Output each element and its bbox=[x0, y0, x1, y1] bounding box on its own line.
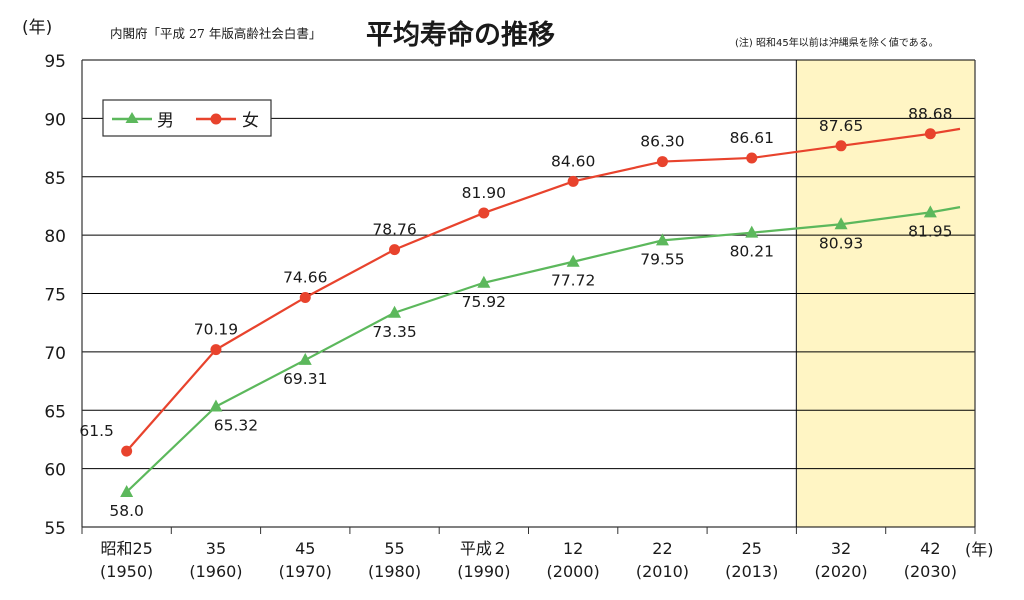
data-label-male: 69.31 bbox=[283, 370, 327, 388]
data-label-male: 80.21 bbox=[730, 243, 774, 261]
x-tick-era-label: 平成２ bbox=[460, 539, 508, 558]
data-label-female: 61.5 bbox=[79, 422, 114, 440]
x-tick-year-label: (1980) bbox=[368, 562, 421, 581]
marker-female bbox=[924, 128, 936, 140]
marker-male bbox=[209, 399, 223, 412]
legend-female-marker bbox=[210, 113, 222, 125]
data-label-female: 88.68 bbox=[908, 105, 952, 123]
marker-male bbox=[834, 217, 848, 230]
x-tick-year-label: (1990) bbox=[457, 562, 510, 581]
y-tick-label: 95 bbox=[44, 52, 66, 72]
legend-male-marker bbox=[125, 112, 139, 123]
data-label-female: 86.30 bbox=[640, 133, 684, 151]
marker-male bbox=[477, 275, 491, 288]
x-tick-year-label: (2013) bbox=[725, 562, 778, 581]
marker-female bbox=[478, 207, 490, 219]
source-citation: 内閣府「平成 27 年版高齢社会白書」 bbox=[110, 26, 321, 41]
x-tick-year-label: (2000) bbox=[547, 562, 600, 581]
marker-male bbox=[388, 305, 402, 318]
y-tick-label: 70 bbox=[44, 344, 66, 364]
data-label-female: 86.61 bbox=[730, 129, 774, 147]
data-label-male: 79.55 bbox=[640, 250, 684, 268]
x-tick-era-label: 42 bbox=[920, 539, 940, 558]
y-tick-label: 75 bbox=[44, 286, 66, 306]
marker-male bbox=[745, 225, 759, 238]
data-label-female: 78.76 bbox=[372, 221, 416, 239]
legend-female-label: 女 bbox=[242, 111, 259, 131]
chart-title: 平均寿命の推移 bbox=[366, 19, 555, 51]
marker-male bbox=[566, 254, 580, 267]
y-tick-label: 85 bbox=[44, 169, 66, 189]
marker-female bbox=[746, 152, 758, 164]
x-tick-year-label: (2010) bbox=[636, 562, 689, 581]
data-label-male: 73.35 bbox=[372, 323, 416, 341]
y-tick-label: 60 bbox=[44, 461, 66, 481]
x-tick-era-label: 12 bbox=[563, 539, 583, 558]
data-label-female: 74.66 bbox=[283, 268, 327, 286]
x-tick-year-label: (1970) bbox=[279, 562, 332, 581]
x-tick-era-label: 昭和25 bbox=[100, 539, 152, 558]
label-layer: 58.0 65.32 69.31 73.35 75.92 77.72 79.55 80.21 8… bbox=[79, 105, 952, 520]
x-tick-year-label: (2020) bbox=[814, 562, 867, 581]
y-tick-label: 90 bbox=[44, 110, 66, 130]
legend: 男 女 bbox=[102, 99, 272, 137]
data-label-male: 58.0 bbox=[109, 502, 144, 520]
x-tick-year-label: (2030) bbox=[904, 562, 957, 581]
marker-female bbox=[567, 175, 579, 187]
data-label-male: 75.92 bbox=[462, 293, 506, 311]
data-label-female: 84.60 bbox=[551, 152, 595, 170]
marker-female bbox=[656, 156, 668, 168]
data-label-male: 77.72 bbox=[551, 272, 595, 290]
marker-male bbox=[923, 205, 937, 218]
marker-male bbox=[120, 484, 134, 497]
legend-male-label: 男 bbox=[157, 111, 174, 131]
x-tick-era-label: 22 bbox=[652, 539, 672, 558]
data-label-male: 81.95 bbox=[908, 222, 952, 240]
chart-note: (注) 昭和45年以前は沖縄県を除く値である。 bbox=[735, 36, 939, 49]
marker-female bbox=[389, 244, 401, 256]
data-label-female: 81.90 bbox=[462, 184, 506, 202]
marker-female bbox=[121, 445, 133, 457]
marker-female bbox=[210, 344, 222, 356]
y-tick-label: 80 bbox=[44, 227, 66, 247]
x-tick-era-label: 35 bbox=[206, 539, 226, 558]
data-label-female: 87.65 bbox=[819, 117, 863, 135]
x-tick-era-label: 25 bbox=[742, 539, 762, 558]
data-label-male: 80.93 bbox=[819, 234, 863, 252]
marker-female bbox=[835, 140, 847, 152]
x-tick-era-label: 32 bbox=[831, 539, 851, 558]
x-tick-year-label: (1950) bbox=[100, 562, 153, 581]
x-axis-unit: (年) bbox=[965, 540, 994, 559]
y-tick-label: 55 bbox=[44, 519, 66, 539]
data-label-female: 70.19 bbox=[194, 321, 238, 339]
marker-female bbox=[299, 291, 311, 303]
x-tick-era-label: 45 bbox=[295, 539, 315, 558]
x-tick-era-label: 55 bbox=[384, 539, 404, 558]
marker-male bbox=[655, 233, 669, 246]
y-tick-label: 65 bbox=[44, 402, 66, 422]
data-label-male: 65.32 bbox=[214, 417, 258, 435]
x-tick-year-label: (1960) bbox=[189, 562, 242, 581]
series-layer bbox=[120, 127, 961, 497]
marker-male bbox=[298, 352, 312, 365]
y-axis-unit: (年) bbox=[22, 18, 52, 38]
